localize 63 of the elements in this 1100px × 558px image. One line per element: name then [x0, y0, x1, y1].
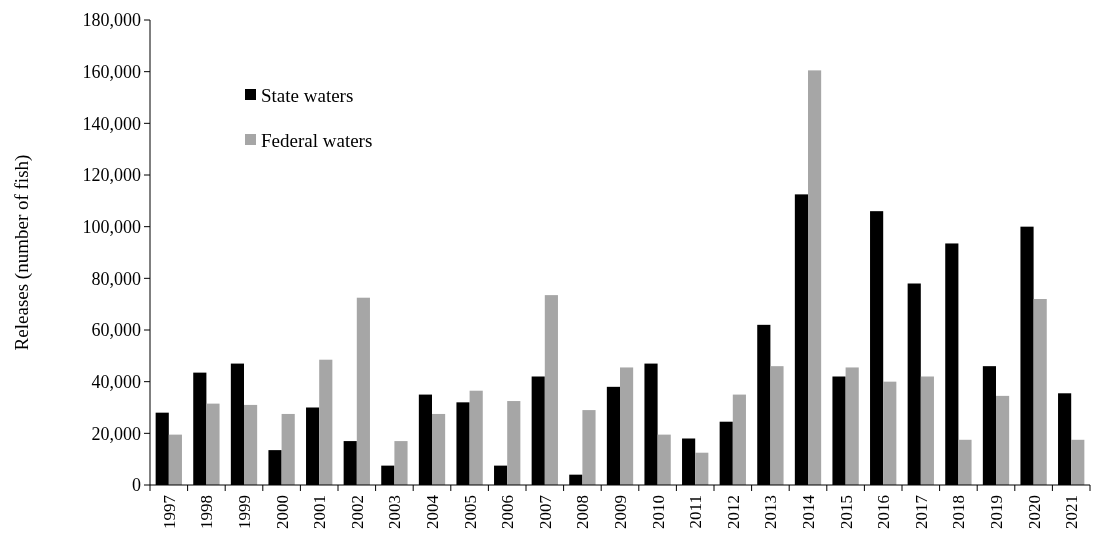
x-tick-label: 2002 — [347, 495, 367, 529]
y-tick-label: 40,000 — [91, 371, 141, 392]
x-tick-label: 2012 — [723, 495, 743, 529]
x-tick-label: 2019 — [986, 495, 1006, 529]
x-tick-label: 2000 — [272, 495, 292, 529]
x-tick-label: 2004 — [422, 494, 442, 529]
bar — [695, 452, 709, 485]
bar — [808, 70, 822, 485]
y-tick-label: 80,000 — [91, 268, 141, 289]
bar — [394, 441, 408, 485]
x-tick-label: 2011 — [686, 495, 706, 529]
x-tick-label: 2014 — [798, 494, 818, 529]
y-tick-label: 160,000 — [82, 61, 141, 82]
x-tick-label: 2013 — [761, 495, 781, 529]
legend-label: Federal waters — [261, 129, 373, 151]
legend-label: State waters — [261, 84, 354, 106]
bar — [620, 367, 634, 485]
y-tick-label: 120,000 — [82, 165, 141, 186]
x-tick-label: 2021 — [1062, 495, 1082, 529]
x-tick-label: 2009 — [610, 495, 630, 529]
x-tick-label: 2018 — [949, 495, 969, 529]
x-tick-label: 2007 — [535, 494, 555, 529]
bar — [1033, 299, 1047, 485]
x-tick-label: 2006 — [498, 495, 518, 529]
bar — [582, 410, 596, 485]
x-tick-label: 2005 — [460, 495, 480, 529]
bar — [732, 394, 746, 485]
bar — [958, 439, 972, 485]
bar — [319, 359, 333, 485]
y-tick-label: 20,000 — [91, 423, 141, 444]
bar — [845, 367, 859, 485]
x-tick-label: 2017 — [911, 494, 931, 529]
bar — [356, 297, 370, 485]
bar — [996, 395, 1010, 485]
y-tick-label: 140,000 — [82, 113, 141, 134]
y-tick-label: 60,000 — [91, 320, 141, 341]
y-tick-label: 100,000 — [82, 216, 141, 237]
x-tick-label: 1998 — [197, 495, 217, 529]
bar — [244, 404, 258, 485]
bar — [432, 413, 446, 485]
x-tick-label: 2015 — [836, 495, 856, 529]
x-tick-label: 2016 — [874, 495, 894, 529]
x-tick-label: 2020 — [1024, 495, 1044, 529]
bar — [507, 401, 521, 485]
bar — [544, 295, 558, 485]
bar — [883, 381, 897, 485]
x-tick-label: 2010 — [648, 495, 668, 529]
bar — [281, 413, 295, 485]
x-tick-label: 2003 — [385, 495, 405, 529]
x-tick-label: 1999 — [234, 495, 254, 529]
x-tick-label: 2008 — [573, 495, 593, 529]
bar — [770, 366, 784, 485]
y-tick-label: 0 — [132, 475, 141, 496]
bar — [168, 434, 182, 485]
bar — [469, 390, 483, 485]
bar — [920, 376, 934, 485]
bar — [1071, 439, 1085, 485]
y-tick-label: 180,000 — [82, 10, 141, 31]
x-tick-label: 2001 — [310, 495, 330, 529]
y-axis-title: Releases (number of fish) — [11, 154, 33, 351]
bar — [206, 403, 220, 485]
bar — [657, 434, 671, 485]
x-tick-label: 1997 — [159, 494, 179, 529]
